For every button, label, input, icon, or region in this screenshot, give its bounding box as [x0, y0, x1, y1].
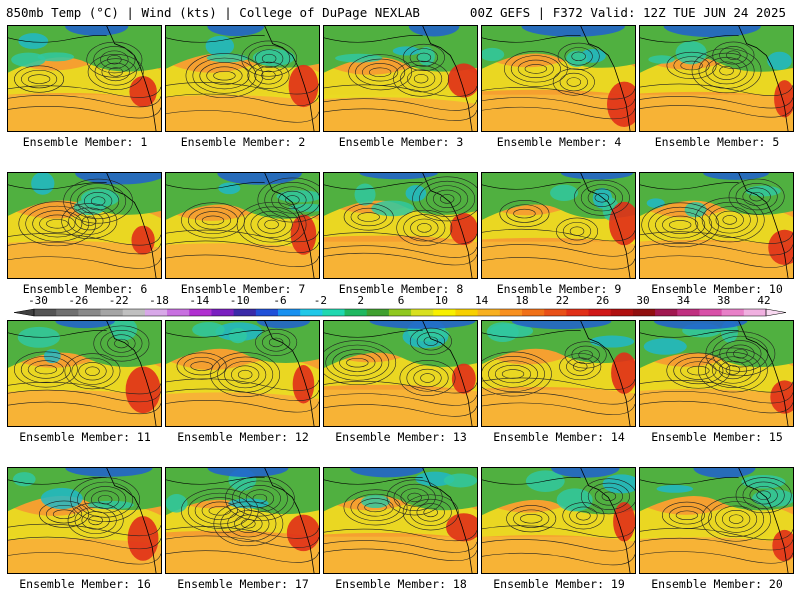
ensemble-member-label: Ensemble Member: 14 [493, 430, 625, 444]
ensemble-member-label: Ensemble Member: 20 [651, 577, 783, 591]
colorbar-segment [499, 309, 523, 316]
ensemble-member-label: Ensemble Member: 10 [651, 282, 783, 296]
ensemble-member-label: Ensemble Member: 19 [493, 577, 625, 591]
colorbar-segment [721, 309, 745, 316]
colorbar-segment [34, 309, 57, 316]
colorbar-segment [411, 309, 434, 316]
colorbar-tick-label: 2 [357, 294, 364, 307]
colorbar-tick-label: -14 [189, 294, 209, 307]
colorbar-segment [388, 309, 412, 316]
colorbar-segment [610, 309, 634, 316]
colorbar-segment [677, 309, 700, 316]
colorbar-tick-label: 38 [717, 294, 730, 307]
colorbar-segment [588, 309, 612, 316]
colorbar-segment [477, 309, 501, 316]
colorbar-segment [699, 309, 723, 316]
temperature-colorbar: -30 -26 -22 -18 -14 -10 -6 -2 2 6 10 14 18 22 26 30 34 38… [13, 294, 787, 317]
ensemble-member-label: Ensemble Member: 13 [335, 430, 467, 444]
colorbar-segment [743, 309, 767, 316]
colorbar-segment [344, 309, 368, 316]
ensemble-map-panel [165, 467, 320, 574]
ensemble-member-label: Ensemble Member: 2 [180, 135, 306, 149]
colorbar-segment [544, 309, 567, 316]
ensemble-map-panel [323, 467, 478, 574]
ensemble-map-panel [7, 172, 162, 279]
colorbar-segment [255, 309, 279, 316]
header-title: 850mb Temp (°C) | Wind (kts) | College o… [6, 5, 420, 20]
ensemble-map-panel [639, 467, 794, 574]
colorbar-segment [167, 309, 190, 316]
colorbar-segment [278, 309, 301, 316]
ensemble-map-panel [639, 320, 794, 427]
colorbar-segment [455, 309, 479, 316]
ensemble-member-label: Ensemble Member: 18 [335, 577, 467, 591]
colorbar-segment [144, 309, 168, 316]
colorbar-segment [566, 309, 590, 316]
ensemble-member-label: Ensemble Member: 11 [19, 430, 151, 444]
ensemble-member-label: Ensemble Member: 5 [654, 135, 780, 149]
ensemble-map-panel [165, 172, 320, 279]
ensemble-member-label: Ensemble Member: 9 [496, 282, 622, 296]
ensemble-map-panel [165, 320, 320, 427]
colorbar-left-arrow [13, 308, 35, 317]
colorbar-tick-label: 10 [435, 294, 448, 307]
colorbar-segment [189, 309, 212, 316]
colorbar-segment [56, 309, 79, 316]
colorbar-segment [233, 309, 257, 316]
colorbar-tick-label: -2 [314, 294, 327, 307]
colorbar-tick-label: 26 [596, 294, 609, 307]
colorbar-segment [366, 309, 390, 316]
ensemble-member-label: Ensemble Member: 12 [177, 430, 309, 444]
colorbar-segment [122, 309, 146, 316]
colorbar-segment [100, 309, 124, 316]
colorbar-segment [300, 309, 323, 316]
ensemble-map-panel [7, 320, 162, 427]
colorbar-segment [655, 309, 678, 316]
ensemble-map-panel [323, 25, 478, 132]
colorbar-tick-label: 22 [556, 294, 569, 307]
colorbar-tick-label: -22 [109, 294, 129, 307]
header-valid-time: 00Z GEFS | F372 Valid: 12Z TUE JUN 24 20… [469, 5, 786, 20]
ensemble-member-label: Ensemble Member: 6 [22, 282, 148, 296]
colorbar-tick-label: 14 [475, 294, 489, 307]
ensemble-map-panel [639, 172, 794, 279]
colorbar-tick-label: -26 [68, 294, 88, 307]
ensemble-map-panel [165, 25, 320, 132]
ensemble-map-panel [7, 25, 162, 132]
ensemble-map-panel [481, 320, 636, 427]
colorbar-tick-label: 34 [677, 294, 691, 307]
colorbar-tick-label: -30 [28, 294, 48, 307]
ensemble-map-panel [639, 25, 794, 132]
colorbar-tick-label: -6 [273, 294, 286, 307]
colorbar-segment [322, 309, 346, 316]
ensemble-member-label: Ensemble Member: 15 [651, 430, 783, 444]
colorbar-segment [522, 309, 545, 316]
colorbar-right-arrow [765, 308, 787, 317]
ensemble-member-label: Ensemble Member: 17 [177, 577, 309, 591]
colorbar-tick-label: 6 [398, 294, 405, 307]
colorbar-segment [78, 309, 102, 316]
ensemble-member-label: Ensemble Member: 1 [22, 135, 148, 149]
colorbar-tick-label: -18 [149, 294, 169, 307]
ensemble-member-label: Ensemble Member: 8 [338, 282, 464, 296]
ensemble-map-panel [481, 25, 636, 132]
colorbar-tick-label: 18 [515, 294, 528, 307]
colorbar-segment [632, 309, 656, 316]
ensemble-map-panel [323, 320, 478, 427]
colorbar-segment [211, 309, 235, 316]
colorbar-segment [433, 309, 456, 316]
colorbar-tick-label: 30 [636, 294, 649, 307]
ensemble-map-panel [481, 467, 636, 574]
ensemble-map-panel [7, 467, 162, 574]
colorbar-tick-label: -10 [230, 294, 250, 307]
ensemble-map-panel [481, 172, 636, 279]
colorbar-tick-label: 42 [757, 294, 770, 307]
ensemble-member-label: Ensemble Member: 7 [180, 282, 306, 296]
ensemble-member-label: Ensemble Member: 4 [496, 135, 622, 149]
ensemble-member-label: Ensemble Member: 3 [338, 135, 464, 149]
ensemble-map-panel [323, 172, 478, 279]
ensemble-member-label: Ensemble Member: 16 [19, 577, 151, 591]
